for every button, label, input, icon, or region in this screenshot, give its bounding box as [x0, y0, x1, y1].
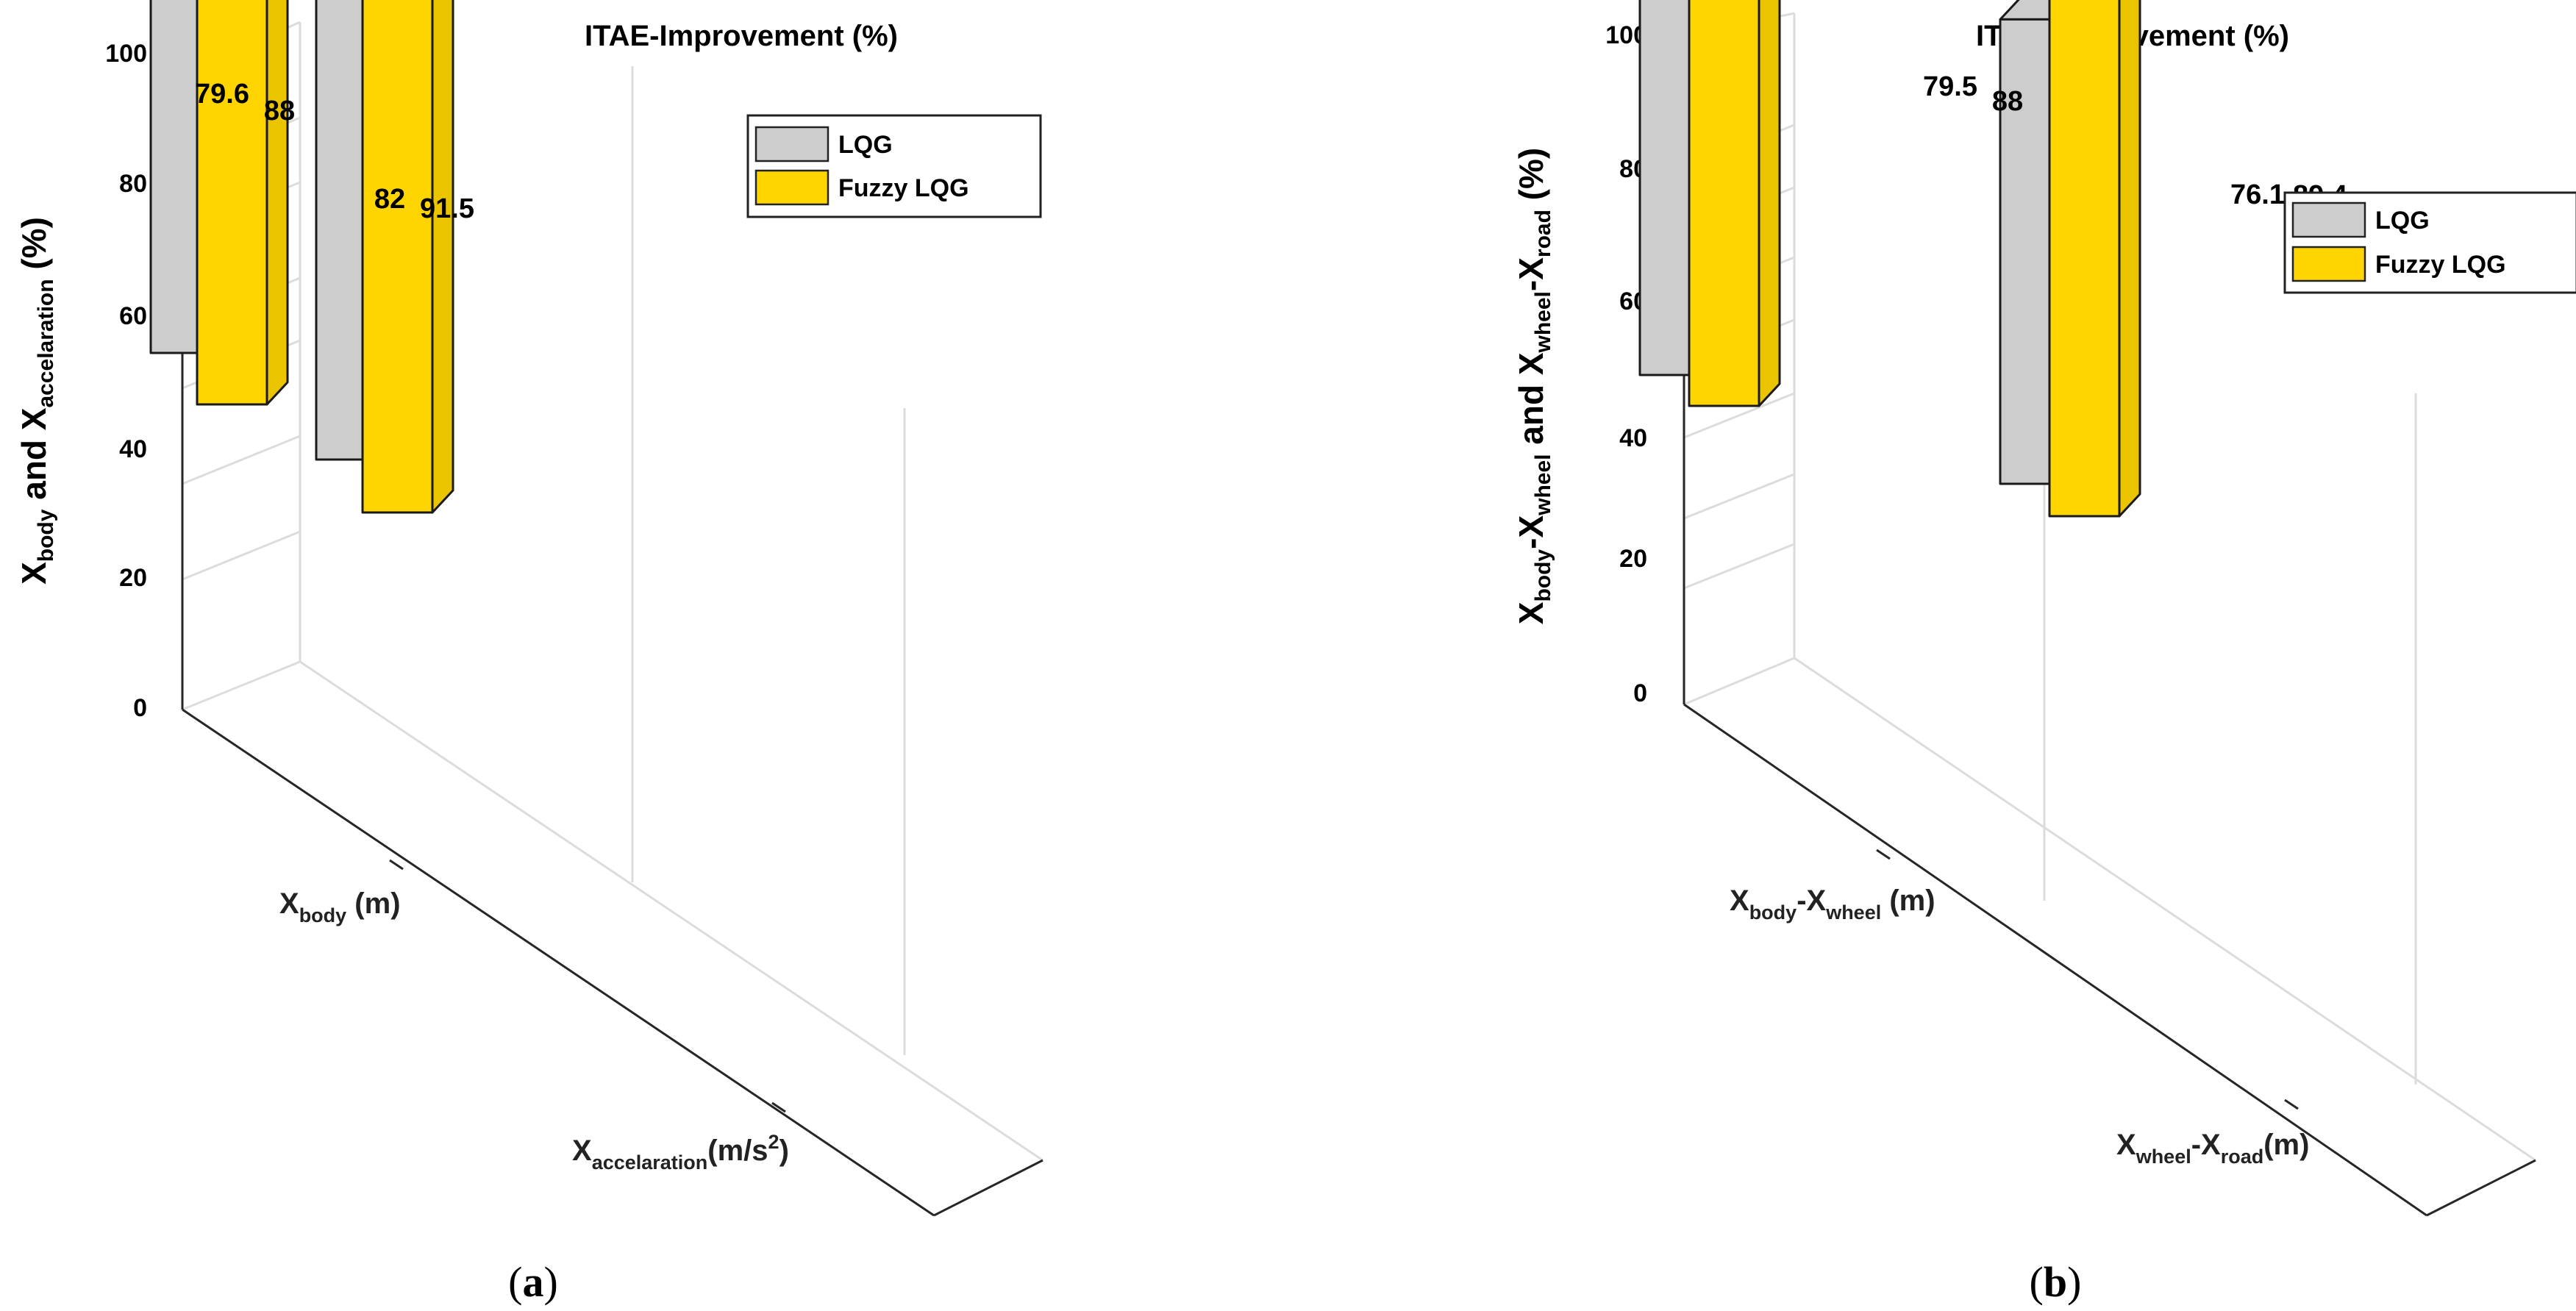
chart-a-legend: LQG Fuzzy LQG [746, 114, 1042, 218]
chart-a-data-label-fuzzy-lqg-2: 91.5 [420, 193, 474, 224]
chart-a-legend-swatch-lqg [754, 126, 829, 162]
chart-b-bar-fuzzy-lqg-1-front [1688, 0, 1760, 407]
chart-b-ytick-40: 40 [1619, 424, 1647, 452]
chart-b-category-body-wheel: Xbody-Xwheel (m) [1730, 885, 1935, 924]
chart-panel-a: ITAE-Improvement (%) 0 20 40 60 [15, 0, 1043, 1306]
chart-b-ytick-0: 0 [1633, 679, 1647, 707]
chart-a-ytick-60: 60 [119, 302, 147, 330]
chart-b-legend-swatch-lqg [2291, 201, 2366, 238]
chart-a-axes [181, 55, 1043, 1217]
chart-a-ytick-100: 100 [105, 40, 147, 68]
chart-a-bar-fuzzy-lqg-2-front [361, 0, 434, 514]
chart-b-bar-fuzzy-lqg-1-side [1758, 0, 1781, 407]
chart-b-bar-fuzzy-lqg-2-side [2118, 0, 2141, 518]
chart-a-legend-label-fuzzy-lqg: Fuzzy LQG [838, 174, 969, 202]
chart-a-bar-fuzzy-lqg-1-side [265, 0, 289, 406]
chart-b-legend: LQG Fuzzy LQG [2283, 191, 2576, 294]
chart-a-legend-swatch-fuzzy-lqg [754, 169, 829, 206]
chart-a-data-label-lqg-2: 82 [374, 184, 405, 215]
chart-a-legend-label-lqg: LQG [838, 131, 893, 159]
chart-a-ytick-0: 0 [133, 694, 147, 722]
chart-a-ytick-40: 40 [119, 435, 147, 463]
chart-panel-b: ITAE-Improvement (%) 0 20 40 60 [1512, 0, 2576, 1306]
chart-b-category-wheel-road: Xwheel-Xroad(m) [2116, 1129, 2309, 1168]
chart-a-data-label-fuzzy-lqg-1: 88 [264, 96, 295, 126]
chart-b-legend-label-lqg: LQG [2375, 207, 2430, 235]
chart-b-data-label-fuzzy-lqg-1: 88 [1992, 86, 2023, 117]
chart-a-ytick-80: 80 [119, 170, 147, 198]
chart-a-ytick-20: 20 [119, 564, 147, 592]
chart-a-caption: (a) [508, 1258, 558, 1306]
chart-b-legend-swatch-fuzzy-lqg [2291, 246, 2366, 282]
chart-a-title: ITAE-Improvement (%) [585, 20, 898, 52]
chart-a-bars: 79.6 88 82 91.5 [149, 0, 474, 514]
chart-a-y-ticks: 0 20 40 60 80 100 [105, 40, 147, 722]
chart-b-caption: (b) [2030, 1258, 2082, 1306]
chart-a-y-axis-label: Xbody and Xaccelaration (%) [15, 217, 58, 585]
chart-a-bar-fuzzy-lqg-2-side [431, 0, 454, 514]
chart-a-bar-fuzzy-lqg-1-front [196, 0, 268, 406]
chart-a-category-accelaration: Xaccelaration(m/s2) [572, 1131, 789, 1174]
chart-b-data-label-lqg-2: 76.1 [2230, 179, 2285, 210]
chart-b-y-axis-label: Xbody-Xwheel and Xwheel-Xroad (%) [1512, 148, 1555, 624]
chart-b-bar-fuzzy-lqg-2-front [2048, 0, 2121, 518]
chart-b-ytick-20: 20 [1619, 545, 1647, 573]
chart-b-data-label-lqg-1: 79.5 [1923, 71, 1977, 102]
chart-a-data-label-lqg-1: 79.6 [195, 79, 249, 110]
chart-b-legend-label-fuzzy-lqg: Fuzzy LQG [2375, 251, 2506, 279]
chart-a-category-body: Xbody (m) [279, 887, 401, 926]
